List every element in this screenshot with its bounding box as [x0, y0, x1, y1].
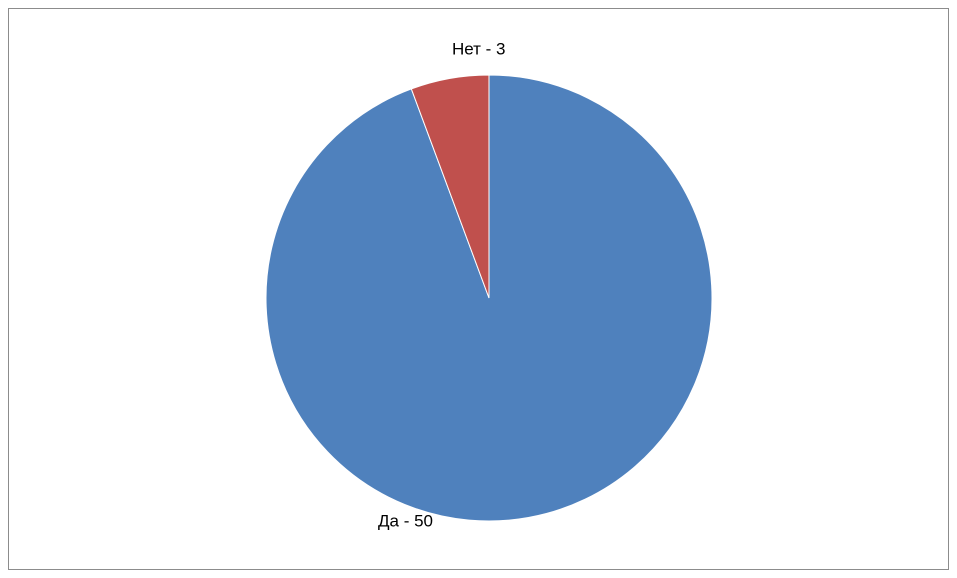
data-label: Нет - 3 — [452, 39, 506, 58]
data-label: Да - 50 — [378, 511, 433, 530]
pie-slice — [410, 74, 490, 299]
